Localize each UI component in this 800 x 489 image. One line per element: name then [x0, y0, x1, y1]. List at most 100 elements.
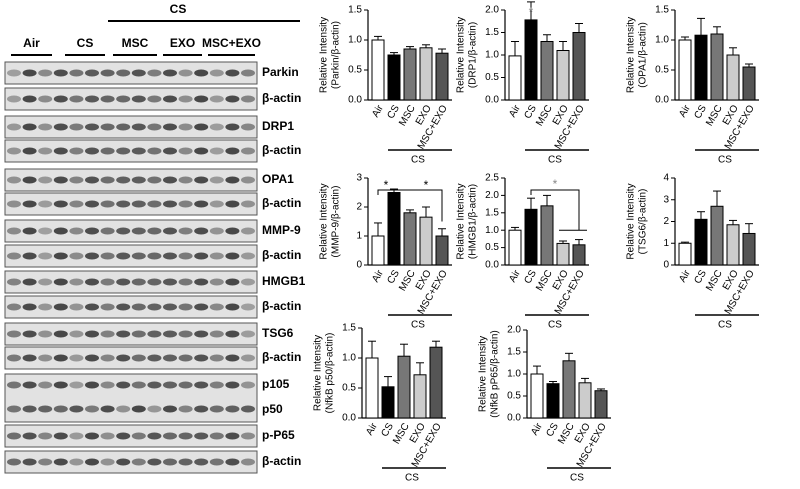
y-axis-label: (DRP1/β-actin) [468, 22, 479, 88]
blot-band [38, 147, 53, 155]
blot-band [85, 123, 99, 131]
blot-band [22, 432, 37, 440]
y-tick-label: 3 [356, 173, 362, 184]
blot-row-label: β-actin [262, 196, 301, 210]
blot-band [163, 432, 177, 440]
blot-band [225, 330, 240, 338]
blot-band [163, 95, 177, 103]
group-label: CS [411, 320, 425, 331]
blot-strip [4, 322, 258, 346]
bar [678, 242, 692, 266]
bar [435, 52, 449, 101]
blot-band [178, 147, 193, 155]
y-tick-label: 0.5 [342, 383, 356, 394]
blot-band [194, 147, 209, 155]
blot-band [7, 278, 21, 286]
blot-band [147, 458, 162, 466]
blot-band [116, 303, 131, 311]
group-label: CS [718, 155, 732, 166]
bar [726, 54, 740, 101]
blot-band [131, 95, 146, 103]
blot-band [116, 69, 131, 77]
y-tick-label: 1 [356, 231, 362, 242]
blot-band [53, 405, 68, 413]
bar [556, 242, 570, 266]
blot-band [178, 381, 193, 389]
blot-band [100, 278, 115, 286]
blot-band [241, 405, 255, 413]
blot-band [131, 405, 146, 413]
y-tick-label: 1.5 [485, 207, 499, 218]
blot-band [100, 147, 115, 155]
bar [413, 374, 427, 419]
significance: * [553, 177, 558, 191]
blot-band [69, 200, 84, 208]
bar [742, 232, 756, 266]
blot-band [178, 330, 193, 338]
blot-band [7, 227, 21, 235]
bar [726, 224, 740, 266]
blot-band [241, 200, 255, 208]
blot-band [194, 227, 209, 235]
bar [562, 360, 576, 419]
y-tick-label: 0.5 [507, 391, 521, 402]
blot-band [53, 69, 68, 77]
blot-band [69, 147, 84, 155]
blot-band [209, 147, 224, 155]
blot-band [85, 95, 99, 103]
blot-band [22, 147, 37, 155]
bar [546, 383, 560, 419]
y-axis-label: Relative Intensity [626, 183, 637, 259]
blot-band [85, 303, 99, 311]
blot-band [69, 123, 84, 131]
blot-band [241, 123, 255, 131]
blot-band [85, 330, 99, 338]
blot-band [147, 200, 162, 208]
blot-band [7, 147, 21, 155]
blot-band [147, 405, 162, 413]
blot-band [116, 381, 131, 389]
blot-band [38, 200, 53, 208]
blot-strip [4, 87, 258, 111]
blot-band [85, 227, 99, 235]
blot-band [69, 303, 84, 311]
bar [578, 382, 592, 419]
significance: * [384, 178, 389, 192]
blot-band [100, 303, 115, 311]
y-axis-label: Relative Intensity [626, 17, 637, 93]
blot-band [178, 176, 193, 184]
blot-band [194, 330, 209, 338]
y-tick-label: 1.0 [348, 35, 362, 46]
blot-band [85, 69, 99, 77]
x-tick-label: MSC [704, 103, 725, 128]
blot-strip [4, 346, 258, 370]
x-tick-label: Air [370, 268, 386, 285]
blot-band [147, 147, 162, 155]
blot-band [100, 95, 115, 103]
y-tick-label: 1.0 [507, 369, 521, 380]
x-tick-label: MSC [556, 421, 577, 446]
blot-band [131, 69, 146, 77]
blot-band [53, 278, 68, 286]
blot-band [7, 330, 21, 338]
blot-band [22, 123, 37, 131]
blot-band [22, 69, 37, 77]
blot-band [163, 69, 177, 77]
blot-band [69, 176, 84, 184]
blot-band [7, 95, 21, 103]
y-axis-label: (Parkin/β-actin) [331, 21, 342, 89]
blot-group-label: CS [170, 2, 187, 16]
blot-band [38, 227, 53, 235]
blot-strip [4, 373, 258, 423]
bar [508, 229, 522, 266]
blot-band [194, 200, 209, 208]
y-axis-label: Relative Intensity [478, 336, 489, 412]
y-axis-label: Relative Intensity [319, 17, 330, 93]
blot-band [225, 147, 240, 155]
blot-band [209, 69, 224, 77]
bar [742, 66, 756, 101]
blot-band [225, 95, 240, 103]
bar [381, 386, 395, 419]
x-tick-label: Air [677, 103, 693, 120]
y-tick-label: 4 [663, 173, 669, 184]
